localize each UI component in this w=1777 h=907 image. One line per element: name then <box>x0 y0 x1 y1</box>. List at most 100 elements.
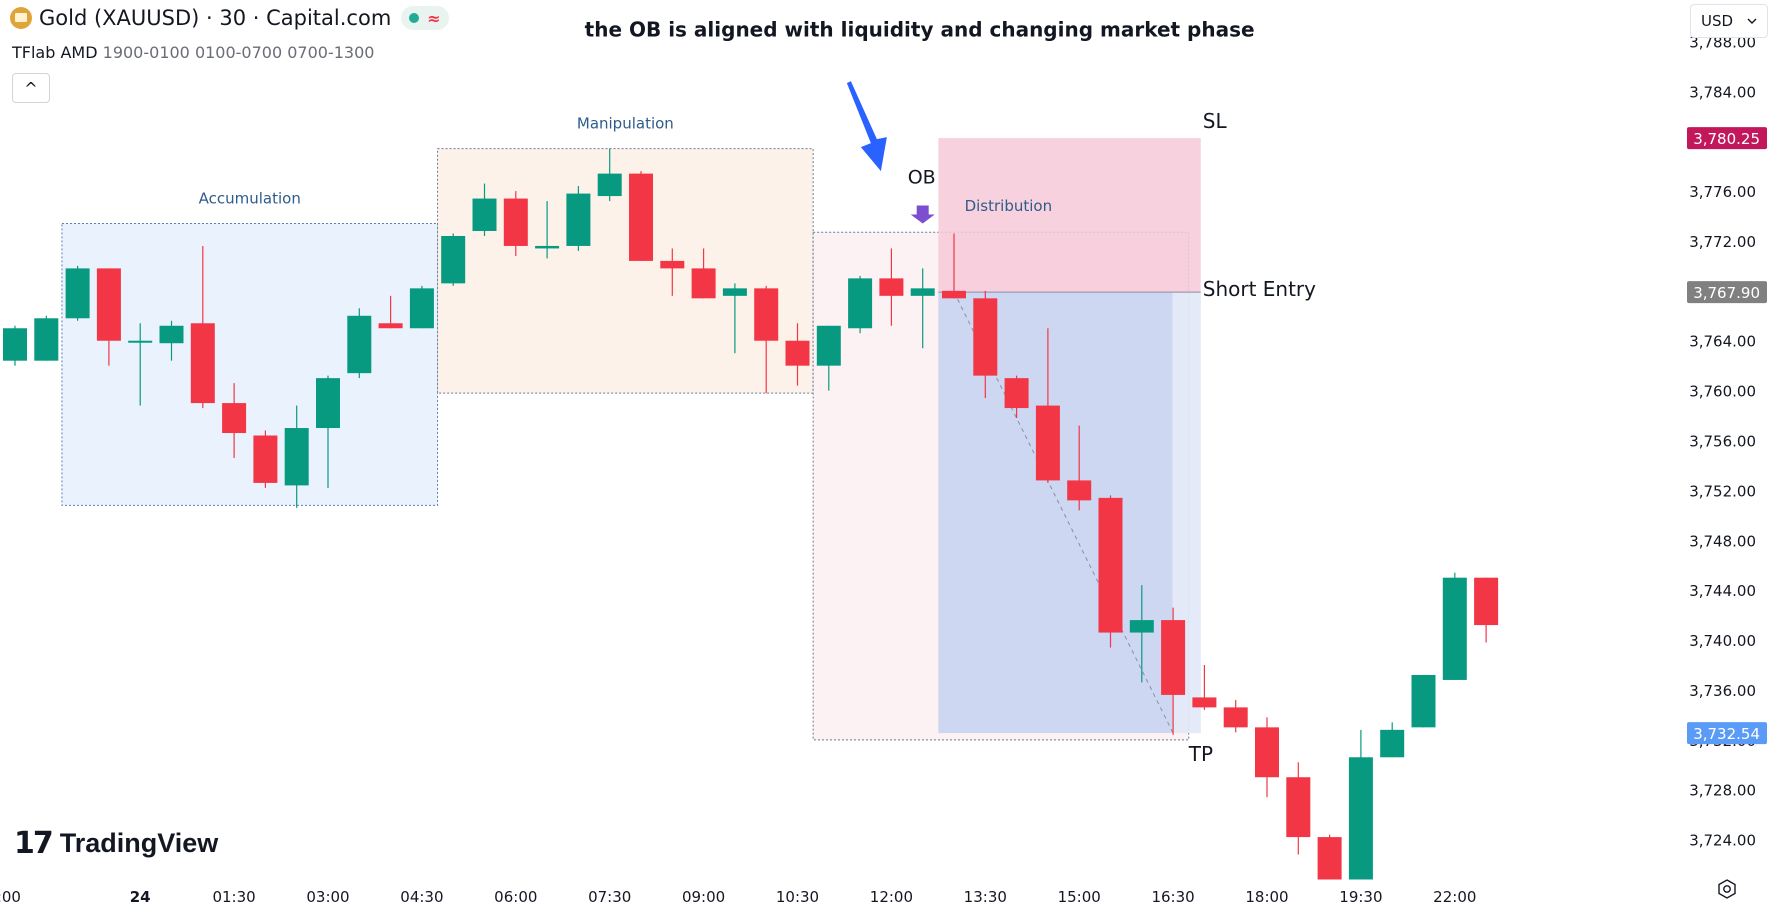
candle-body <box>378 323 403 329</box>
candle[interactable] <box>942 233 966 299</box>
price-tick-label: 3,772.00 <box>1689 233 1756 251</box>
candle[interactable] <box>1129 585 1154 683</box>
currency-select[interactable]: USD <box>1690 4 1768 38</box>
candle[interactable] <box>1161 607 1186 735</box>
candle-body <box>284 428 309 486</box>
candle-body <box>190 323 215 404</box>
candle-body <box>910 288 935 296</box>
time-tick-label: 09:00 <box>682 888 725 906</box>
candle[interactable] <box>879 248 904 326</box>
candle-body <box>566 193 591 246</box>
pointer-arrow-icon <box>846 81 887 172</box>
candle[interactable] <box>1004 375 1029 419</box>
price-tick-label: 3,784.00 <box>1689 83 1756 101</box>
zone-accumulation[interactable] <box>61 222 439 506</box>
candle[interactable] <box>1411 674 1436 728</box>
candle[interactable] <box>597 148 622 202</box>
price-tick-label: 3,748.00 <box>1689 532 1756 550</box>
candle-body <box>128 340 153 343</box>
candle[interactable] <box>472 183 497 236</box>
candle-body <box>1255 727 1279 778</box>
candle[interactable] <box>347 308 372 379</box>
candle[interactable] <box>660 248 685 296</box>
indicator-legend[interactable]: TFlab AMD 1900-0100 0100-0700 0700-1300 <box>12 43 374 62</box>
candle[interactable] <box>816 325 841 391</box>
candle-body <box>629 173 653 261</box>
candle-body <box>316 378 340 429</box>
candle[interactable] <box>785 323 810 386</box>
candle[interactable] <box>378 295 403 329</box>
candle[interactable] <box>3 325 27 366</box>
candle-body <box>1286 777 1311 838</box>
candle-body <box>1098 497 1123 633</box>
candle-body <box>253 435 278 483</box>
trade-layer <box>938 138 1201 734</box>
candle-body <box>1004 378 1029 409</box>
candle[interactable] <box>1474 577 1499 643</box>
candle[interactable] <box>222 383 247 458</box>
time-tick-label: 18:00 <box>1245 888 1288 906</box>
zone-manipulation[interactable] <box>437 148 814 394</box>
candle-body <box>942 290 966 299</box>
candle-body <box>1223 707 1248 728</box>
price-tick-label: 3,764.00 <box>1689 333 1756 351</box>
candle[interactable] <box>1223 699 1248 733</box>
price-tick-label: 3,744.00 <box>1689 582 1756 600</box>
price-tick-label: 3,756.00 <box>1689 433 1756 451</box>
candle[interactable] <box>316 375 340 488</box>
settings-gear-icon[interactable] <box>1716 878 1738 900</box>
candle[interactable] <box>1255 717 1279 798</box>
candle[interactable] <box>1442 572 1467 680</box>
candle-body <box>1317 837 1342 880</box>
candle[interactable] <box>441 233 466 286</box>
candle[interactable] <box>190 245 215 409</box>
candle-body <box>347 315 372 374</box>
time-axis: 22:00 24 01:30 03:00 04:30 06:00 07:30 09:00 10:… <box>0 888 1476 906</box>
sl-price-badge <box>1687 127 1767 150</box>
candle[interactable] <box>848 275 873 334</box>
price-tick-label: 3,752.00 <box>1689 482 1756 500</box>
candle[interactable] <box>65 265 90 321</box>
zone-label-distribution: Distribution <box>965 197 1053 215</box>
candle[interactable] <box>1192 664 1217 710</box>
candle[interactable] <box>1286 762 1311 855</box>
candle[interactable] <box>566 186 591 251</box>
candle[interactable] <box>34 315 59 361</box>
candle-body <box>441 235 466 284</box>
candle[interactable] <box>128 323 153 406</box>
price-tick-label: 3,776.00 <box>1689 183 1756 201</box>
entry-price-badge-label: 3,767.90 <box>1693 284 1760 302</box>
chart-title-row: Gold (XAUUSD) · 30 · Capital.com ≈ <box>10 6 449 30</box>
candle[interactable] <box>1317 834 1342 880</box>
price-tick-label: 3,736.00 <box>1689 682 1756 700</box>
candle[interactable] <box>1348 729 1373 880</box>
candle[interactable] <box>691 248 716 299</box>
market-status-pill[interactable]: ≈ <box>401 6 449 30</box>
candle[interactable] <box>1098 495 1123 648</box>
candle[interactable] <box>159 320 184 361</box>
chart-title[interactable]: Gold (XAUUSD) · 30 · Capital.com <box>39 6 392 30</box>
candle[interactable] <box>1067 425 1092 511</box>
candle[interactable] <box>409 285 434 329</box>
candle-body <box>691 268 716 299</box>
annotation-headline: the OB is aligned with liquidity and cha… <box>585 17 1255 41</box>
candle[interactable] <box>1380 722 1405 758</box>
candle[interactable] <box>722 283 747 354</box>
collapse-legend-button[interactable]: ^ <box>12 73 50 103</box>
time-tick-label: 13:30 <box>964 888 1007 906</box>
candle[interactable] <box>284 405 309 508</box>
candle[interactable] <box>253 430 278 488</box>
candle[interactable] <box>754 285 779 394</box>
stop-loss-zone[interactable] <box>938 138 1201 293</box>
tradingview-logo[interactable]: 17 TradingView <box>14 826 218 861</box>
candle[interactable] <box>910 268 935 349</box>
candle[interactable] <box>973 290 998 399</box>
candle[interactable] <box>629 171 653 261</box>
candle[interactable] <box>96 268 121 366</box>
candle[interactable] <box>1035 328 1060 483</box>
candle[interactable] <box>503 191 528 256</box>
candle[interactable] <box>535 201 560 259</box>
time-tick-label: 07:30 <box>588 888 631 906</box>
price-tick-label: 3,740.00 <box>1689 632 1756 650</box>
